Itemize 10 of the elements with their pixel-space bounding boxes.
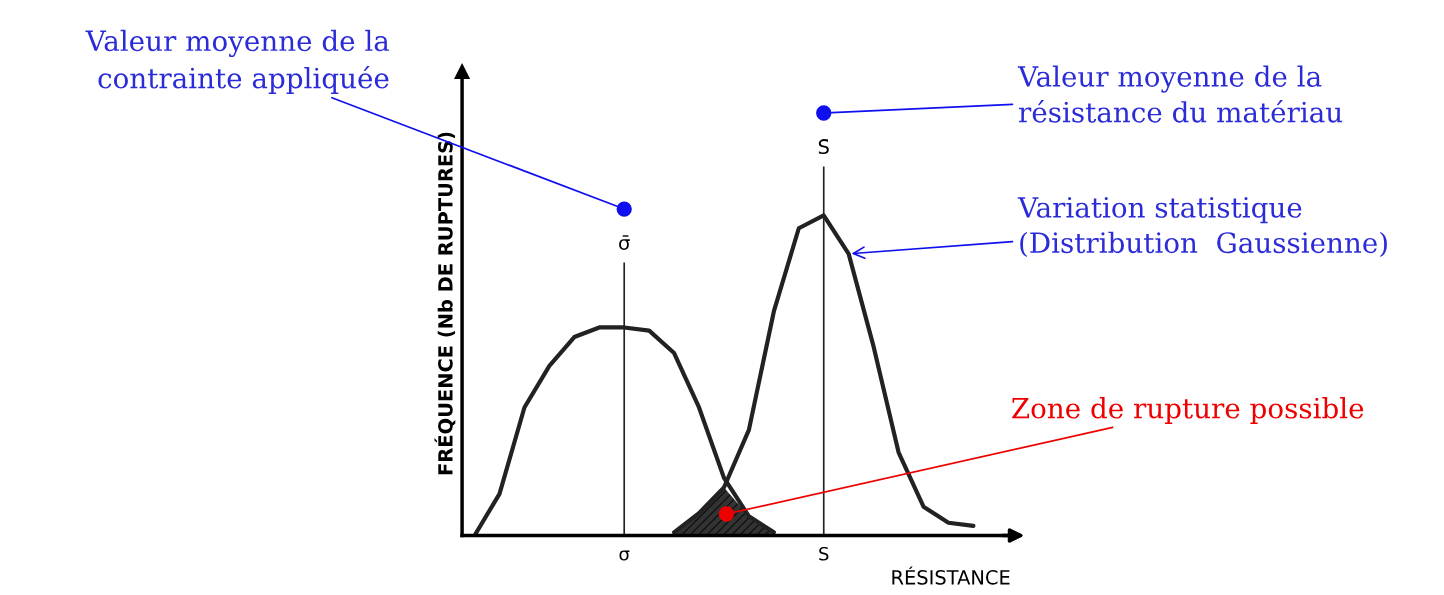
y-axis-title: FRÉQUENCE (Nb DE RUPTURES) bbox=[434, 132, 456, 475]
text: Valeur moyenne de la contrainte appliquée bbox=[85, 29, 390, 94]
text: Variation statistique (Distribution Gaussienne) bbox=[1017, 197, 1387, 258]
x-tick-label: S bbox=[819, 546, 829, 561]
ref-line-label: σ̄ bbox=[619, 235, 630, 251]
x-tick-label: σ bbox=[619, 550, 630, 561]
text: Zone de rupture possible bbox=[1012, 397, 1364, 424]
x-axis-title: RÉSISTANCE bbox=[892, 566, 1010, 585]
text: Valeur moyenne de la résistance du matériau bbox=[1017, 65, 1343, 123]
ref-line-label: S̄ bbox=[818, 139, 829, 155]
